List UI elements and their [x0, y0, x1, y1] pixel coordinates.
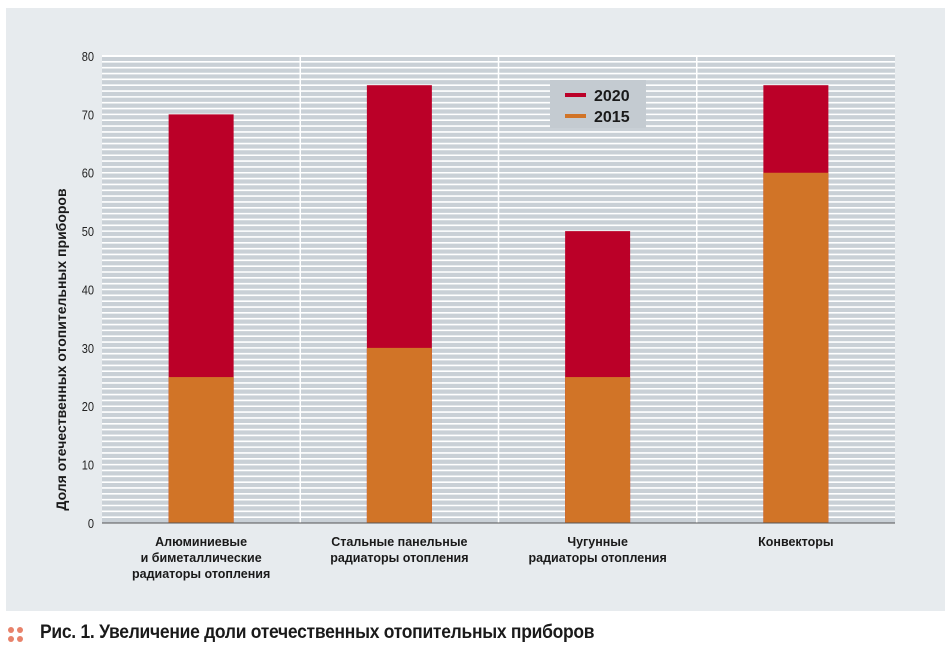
y-tick-label: 60: [82, 166, 95, 181]
x-category-label: радиаторы отопления: [132, 567, 270, 581]
figure-caption: Рис. 1. Увеличение доли отечественных от…: [40, 622, 595, 644]
y-tick-label: 10: [82, 458, 95, 473]
legend-label-2020: 2020: [594, 88, 630, 105]
x-category-label: Стальные панельные: [331, 535, 467, 549]
bar-2015: [565, 377, 631, 523]
caption-text: Увеличение доли отечественных отопительн…: [99, 622, 595, 643]
y-tick-label: 0: [88, 516, 94, 531]
y-tick-label: 50: [82, 224, 95, 239]
x-category-label: Чугунные: [567, 535, 628, 549]
legend-swatch-2015: [565, 114, 586, 118]
caption-label: Рис. 1.: [40, 622, 95, 643]
x-category-label: радиаторы отопления: [330, 551, 468, 565]
y-tick-label: 80: [82, 49, 95, 64]
legend-box: [550, 80, 646, 128]
legend-label-2015: 2015: [594, 109, 630, 126]
y-tick-label: 20: [82, 399, 95, 414]
caption-dots-icon: [8, 627, 24, 643]
bar-2015: [366, 347, 432, 523]
y-axis-label: Доля отечественных отопительных приборов: [53, 188, 69, 511]
bar-2015: [168, 377, 234, 523]
legend-swatch-2020: [565, 93, 586, 97]
x-category-label: и биметаллические: [141, 551, 262, 565]
x-category-label: Алюминиевые: [155, 535, 247, 549]
x-category-label: Конвекторы: [758, 535, 833, 549]
y-tick-label: 70: [82, 108, 95, 123]
y-tick-label: 30: [82, 341, 95, 356]
x-category-label: радиаторы отопления: [528, 551, 666, 565]
y-tick-label: 40: [82, 283, 95, 298]
bar-2015: [763, 172, 829, 523]
